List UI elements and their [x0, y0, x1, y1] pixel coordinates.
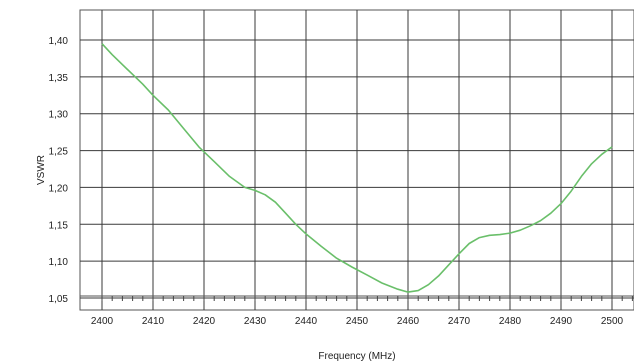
y-tick-label: 1,05 — [49, 294, 69, 305]
x-tick-label: 2430 — [244, 316, 267, 327]
y-tick-label: 1,25 — [49, 147, 69, 158]
y-axis-title: VSWR — [36, 155, 47, 185]
y-tick-label: 1,40 — [49, 36, 69, 47]
x-tick-label: 2480 — [499, 316, 522, 327]
y-tick-label: 1,20 — [49, 183, 69, 194]
y-tick-label: 1,30 — [49, 110, 69, 121]
y-tick-label: 1,10 — [49, 257, 69, 268]
x-tick-label: 2450 — [346, 316, 369, 327]
vertical-gridlines — [101, 10, 613, 310]
x-tick-label: 2500 — [601, 316, 624, 327]
x-tick-label: 2410 — [142, 316, 165, 327]
x-tick-label: 2460 — [397, 316, 420, 327]
series-line — [101, 43, 613, 293]
y-tick-labels: 1,05 1,10 1,15 1,20 1,25 1,30 1,35 1,40 — [49, 36, 69, 305]
x-axis-title: Frequency (MHz) — [318, 351, 395, 362]
y-tick-label: 1,15 — [49, 220, 69, 231]
x-tick-label: 2440 — [295, 316, 318, 327]
x-tick-label: 2420 — [193, 316, 216, 327]
x-minor-ticks — [80, 295, 634, 301]
x-tick-labels: 2400 2410 2420 2430 2440 2450 2460 2470 2480 2490… — [91, 316, 624, 327]
y-tick-label: 1,35 — [49, 73, 69, 84]
x-tick-label: 2470 — [448, 316, 471, 327]
x-tick-label: 2490 — [550, 316, 573, 327]
series-layer — [101, 43, 613, 293]
x-tick-label: 2400 — [91, 316, 114, 327]
